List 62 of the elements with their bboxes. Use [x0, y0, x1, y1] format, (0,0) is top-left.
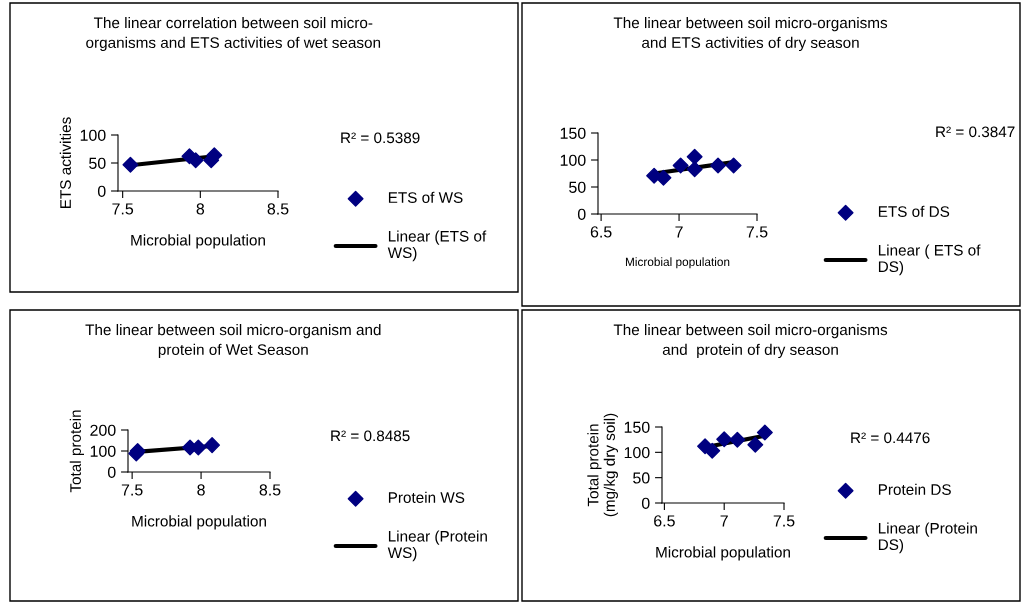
chart-title: The linear correlation between soil micro- organisms and ETS activities of wet season	[86, 17, 381, 52]
y-axis-title: Total protein	[69, 410, 84, 493]
point	[122, 156, 139, 173]
chart-title: The linear between soil micro-organisms and ETS activities of dry season	[613, 17, 888, 52]
x-axis-title: Microbial population	[656, 546, 790, 561]
y-tick-label: 100	[80, 129, 106, 141]
legend-label: Protein WS	[388, 491, 465, 503]
y-tick-label: 0	[107, 466, 116, 478]
legend-label: Protein DS	[878, 483, 951, 495]
x-tick-label: 7.5	[112, 203, 134, 215]
x-tick-label: 8.5	[267, 203, 289, 215]
point	[686, 148, 703, 165]
point	[716, 431, 733, 448]
y-tick-label: 50	[89, 157, 106, 169]
y-tick-label: 50	[633, 472, 650, 484]
y-axis-title: Total protein (mg/kg dry soil)	[587, 413, 618, 517]
x-axis-title: Microbial population	[625, 257, 730, 269]
point	[672, 157, 689, 174]
x-axis-title: Microbial population	[132, 515, 266, 530]
point	[704, 442, 721, 459]
legend-label: ETS of WS	[388, 191, 463, 203]
x-tick-label: 8	[197, 484, 205, 496]
y-tick-label: 0	[641, 497, 650, 509]
x-tick-label: 7	[675, 226, 683, 238]
point	[655, 169, 672, 186]
y-tick-label: 100	[624, 446, 650, 459]
x-tick-label: 8.5	[259, 484, 281, 496]
y-tick-label: 100	[90, 445, 116, 457]
x-tick-label: 7	[720, 515, 728, 527]
legend-label: Linear (ETS of WS)	[387, 230, 487, 262]
x-axis-title: Microbial population	[131, 234, 265, 249]
y-tick-label: 100	[560, 154, 586, 166]
legend-label: Linear ( ETS of DS)	[878, 244, 981, 276]
x-tick-label: 7.5	[773, 515, 795, 527]
x-tick-label: 7.5	[121, 484, 143, 496]
y-tick-label: 150	[560, 127, 586, 139]
y-axis-title: ETS activities	[59, 117, 71, 209]
point	[756, 424, 773, 441]
y-tick-label: 50	[569, 181, 586, 193]
text: R² = 0.8485	[331, 430, 410, 442]
point	[204, 437, 221, 454]
point	[725, 157, 742, 174]
x-tick-label: 7.5	[746, 226, 768, 238]
legend-label: Linear (Protein DS)	[878, 522, 977, 554]
legend-label: ETS of DS	[878, 205, 950, 217]
text: R² = 0.4476	[851, 432, 930, 444]
point	[686, 161, 703, 178]
point	[710, 157, 727, 174]
x-tick-label: 8	[196, 203, 205, 215]
text: R² = 0.3847	[936, 126, 1015, 138]
point	[729, 431, 746, 448]
y-tick-label: 150	[624, 421, 650, 433]
x-tick-label: 6.5	[590, 226, 612, 238]
y-tick-label: 0	[577, 208, 586, 220]
chart-title: The linear between soil micro-organisms and protein of dry season	[613, 324, 888, 359]
x-tick-label: 6.5	[654, 515, 675, 527]
legend-label: Linear (Protein WS)	[387, 530, 487, 562]
y-tick-label: 200	[90, 424, 116, 436]
chart-title: The linear between soil micro-organism and protein of Wet Season	[85, 324, 381, 359]
point	[747, 436, 764, 453]
y-tick-label: 0	[97, 185, 106, 197]
text: R² = 0.5389	[341, 132, 420, 144]
